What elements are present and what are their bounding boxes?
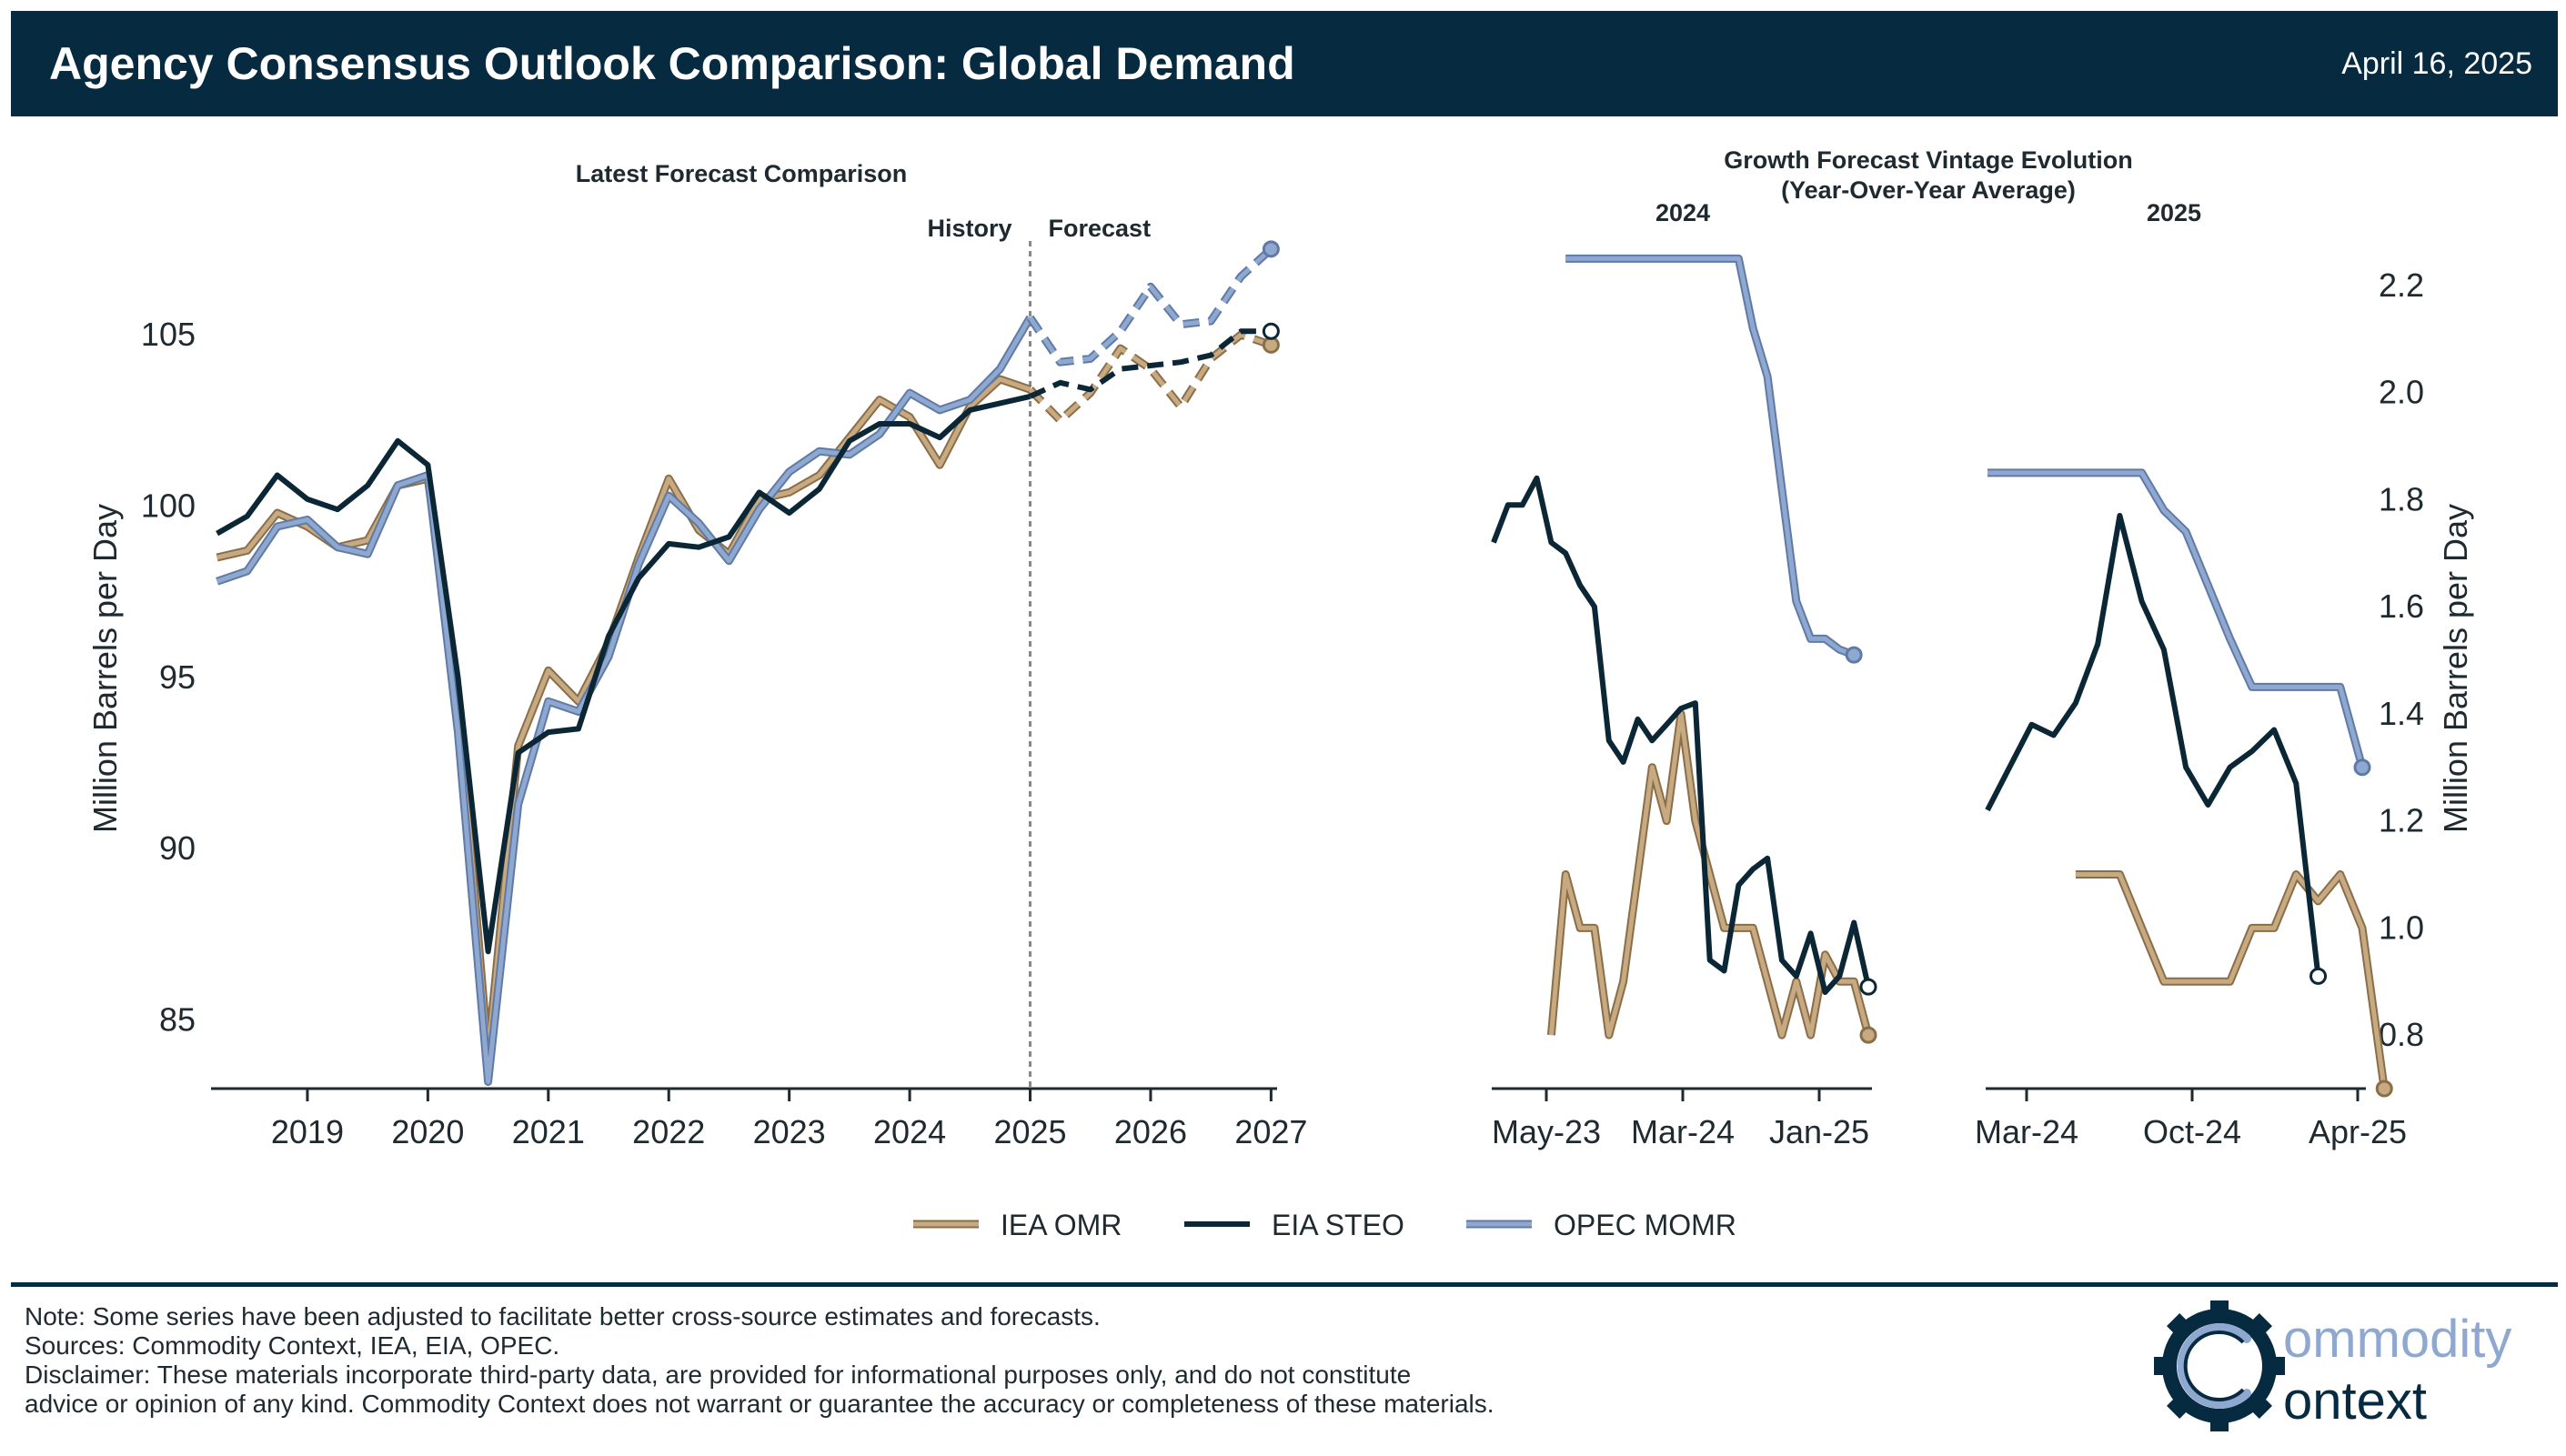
left-y-tick-label: 95 [159, 658, 196, 696]
left-panel-title: Latest Forecast Comparison [576, 160, 908, 187]
left-opec-history-line-outline [216, 315, 1034, 1086]
right-y-tick-label: 2.2 [2379, 266, 2424, 304]
left-x-tick-label: 2025 [993, 1113, 1066, 1150]
legend-eia-label: EIA STEO [1272, 1209, 1404, 1241]
vintage-2024-eia-line [1491, 475, 1871, 995]
left-x-tick-label: 2026 [1114, 1113, 1187, 1150]
footer-divider [11, 1282, 2558, 1287]
vintage-2024-eia-end-marker [1859, 978, 1877, 996]
vintage-2025-iea-end-marker [2375, 1079, 2393, 1098]
footer-notes: Note: Some series have been adjusted to … [25, 1302, 1494, 1419]
footer-disclaimer-line-2: advice or opinion of any kind. Commodity… [25, 1390, 1494, 1418]
vintage-x-tick-label: Mar-24 [1975, 1113, 2078, 1150]
vintage-x-tick-label: Apr-25 [2309, 1113, 2407, 1150]
gear-c-logo-icon [2154, 1300, 2285, 1431]
left-opec-forecast-line-outline [1026, 246, 1274, 367]
left-opec-history-line [216, 316, 1032, 1084]
left-y-axis-label: Million Barrels per Day [86, 504, 124, 833]
left-x-tick-label: 2019 [271, 1113, 344, 1150]
left-iea-forecast-line-outline [1027, 330, 1273, 425]
left-iea-forecast-line [1028, 332, 1273, 423]
vintage-2024-opec-line-outline [1565, 254, 1856, 659]
left-y-tick-label: 105 [141, 316, 196, 353]
right-y-tick-label: 1.6 [2379, 587, 2424, 625]
vintage-2025-eia-end-marker [2309, 967, 2328, 985]
vintage-2024-opec-end-marker [1845, 646, 1863, 664]
right-y-tick-label: 1.2 [2379, 802, 2424, 839]
left-eia-history-line [216, 393, 1031, 955]
vintage-panel-2024-title: 2024 [1655, 199, 1710, 226]
logo-line-1: ommodity [2283, 1310, 2511, 1369]
right-y-tick-label: 1.4 [2379, 695, 2424, 732]
vintage-x-tick-label: May-23 [1492, 1113, 1601, 1150]
vintage-2025-eia-line [1985, 513, 2321, 977]
left-y-tick-label: 85 [159, 1001, 196, 1039]
right-panel-title-line-2: (Year-Over-Year Average) [1781, 176, 2076, 204]
history-label: History [927, 215, 1011, 242]
left-iea-history-line-outline [216, 375, 1031, 1059]
left-x-tick-label: 2022 [632, 1113, 705, 1150]
left-x-tick-label: 2027 [1234, 1113, 1307, 1150]
left-x-tick-label: 2020 [391, 1113, 464, 1150]
commodity-context-logo: ommodity ontext [2154, 1300, 2511, 1431]
page-date: April 16, 2025 [2341, 46, 2532, 81]
footer-disclaimer-line-1: Disclaimer: These materials incorporate … [25, 1361, 1412, 1389]
right-y-tick-label: 1.8 [2379, 480, 2424, 517]
vintage-x-tick-label: Jan-25 [1769, 1113, 1869, 1150]
right-y-tick-label: 0.8 [2379, 1016, 2424, 1053]
legend-opec-label: OPEC MOMR [1554, 1209, 1736, 1241]
vintage-2025-iea-line [2075, 872, 2387, 1089]
footer-note: Note: Some series have been adjusted to … [25, 1302, 1101, 1330]
right-y-tick-label: 1.0 [2379, 909, 2424, 946]
vintage-2024-opec-line [1565, 256, 1856, 658]
forecast-label: Forecast [1049, 215, 1152, 242]
vintage-x-tick-label: Oct-24 [2143, 1113, 2241, 1150]
vintage-2025-opec-line [1987, 470, 2365, 768]
left-x-tick-label: 2024 [873, 1113, 946, 1150]
footer-sources: Sources: Commodity Context, IEA, EIA, OP… [25, 1331, 560, 1360]
left-opec-end-marker [1262, 240, 1280, 258]
header-bar: Agency Consensus Outlook Comparison: Glo… [11, 11, 2558, 116]
left-y-tick-label: 90 [159, 829, 196, 867]
legend-iea-label: IEA OMR [1001, 1209, 1122, 1241]
vintage-x-tick-label: Mar-24 [1631, 1113, 1735, 1150]
vintage-2025-opec-end-marker [2353, 758, 2371, 777]
legend: IEA OMR EIA STEO OPEC MOMR [913, 1209, 1736, 1241]
vintage-evolution-panel: Growth Forecast Vintage Evolution(Year-O… [1491, 146, 2474, 1150]
logo-line-2: ontext [2283, 1371, 2427, 1431]
latest-forecast-panel: Latest Forecast Comparison 2019 2020 2021 20… [86, 160, 1307, 1150]
right-panel-title-line-1: Growth Forecast Vintage Evolution [1724, 146, 2133, 174]
left-y-tick-label: 100 [141, 487, 196, 524]
page-title: Agency Consensus Outlook Comparison: Glo… [49, 38, 1295, 89]
left-x-tick-label: 2021 [512, 1113, 585, 1150]
right-y-axis-label: Million Barrels per Day [2437, 504, 2474, 833]
left-opec-forecast-line [1028, 246, 1273, 365]
chart-canvas: Latest Forecast Comparison 2019 2020 2021 20… [86, 146, 2474, 1241]
left-iea-history-line [216, 377, 1031, 1057]
left-eia-forecast-line [1029, 328, 1272, 399]
left-eia-end-marker [1262, 322, 1280, 340]
vintage-2024-iea-line [1548, 711, 1871, 1038]
left-x-tick-label: 2023 [753, 1113, 826, 1150]
right-y-tick-label: 2.0 [2379, 374, 2424, 411]
vintage-2024-iea-end-marker [1859, 1026, 1877, 1044]
vintage-panel-2025-title: 2025 [2147, 199, 2201, 226]
